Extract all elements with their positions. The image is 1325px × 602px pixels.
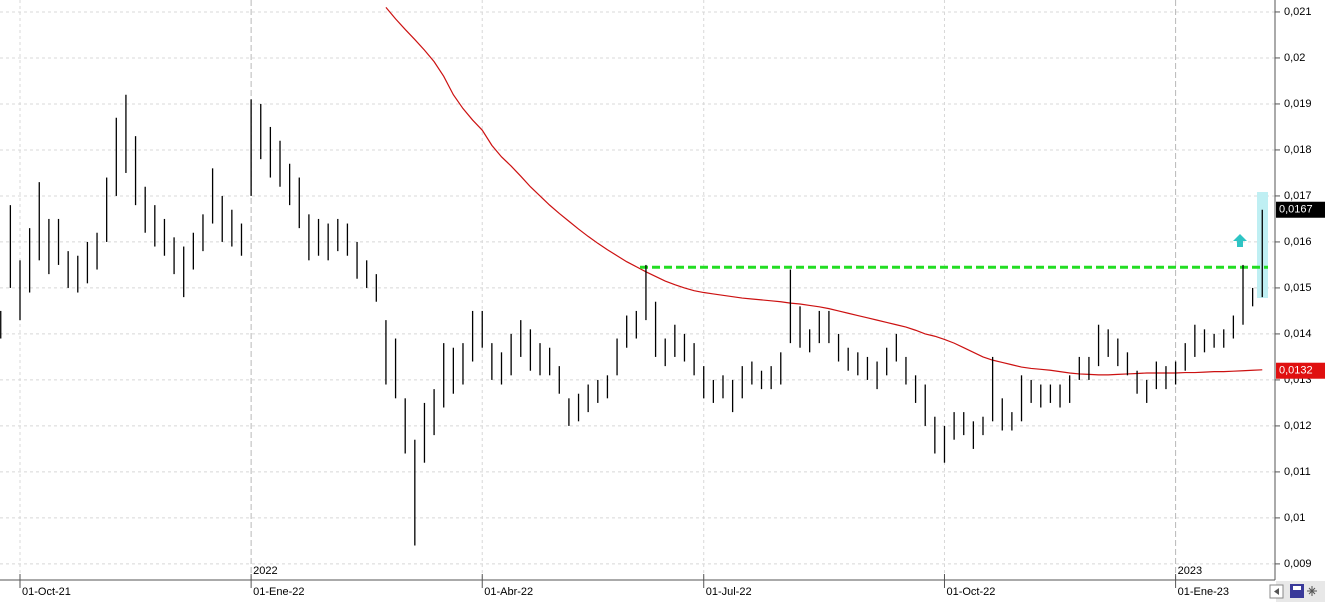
y-tick-label: 0,02 (1284, 52, 1305, 64)
save-icon (1293, 586, 1301, 590)
price-label-box (1276, 201, 1325, 218)
x-tick-label: 01-Abr-22 (484, 586, 533, 598)
y-tick-label: 0,017 (1284, 190, 1312, 202)
y-tick-label: 0,009 (1284, 558, 1312, 570)
year-label: 2023 (1178, 565, 1202, 577)
up-arrow-icon (1233, 234, 1247, 247)
x-tick-label: 01-Ene-23 (1178, 586, 1229, 598)
x-tick-label: 01-Jul-22 (706, 586, 752, 598)
year-label: 2022 (253, 565, 277, 577)
y-tick-label: 0,021 (1284, 6, 1312, 18)
x-tick-label: 01-Ene-22 (253, 586, 304, 598)
y-tick-label: 0,01 (1284, 512, 1305, 524)
x-tick-label: 01-Oct-21 (22, 586, 71, 598)
y-tick-label: 0,018 (1284, 144, 1312, 156)
y-tick-label: 0,011 (1284, 466, 1311, 478)
y-tick-label: 0,019 (1284, 98, 1312, 110)
moving-average-line (385, 6, 1263, 376)
x-tick-label: 01-Oct-22 (946, 586, 995, 598)
y-tick-label: 0,014 (1284, 328, 1312, 340)
y-tick-label: 0,016 (1284, 236, 1312, 248)
scroll-icon (1274, 588, 1279, 595)
price-label: 0,0167 (1279, 204, 1313, 216)
price-label-box (1276, 362, 1325, 379)
plot-area (0, 6, 1268, 546)
crosshair-button[interactable] (1307, 586, 1317, 596)
price-label: 0,0132 (1279, 365, 1313, 377)
y-tick-label: 0,015 (1284, 282, 1312, 294)
y-tick-label: 0,012 (1284, 420, 1312, 432)
